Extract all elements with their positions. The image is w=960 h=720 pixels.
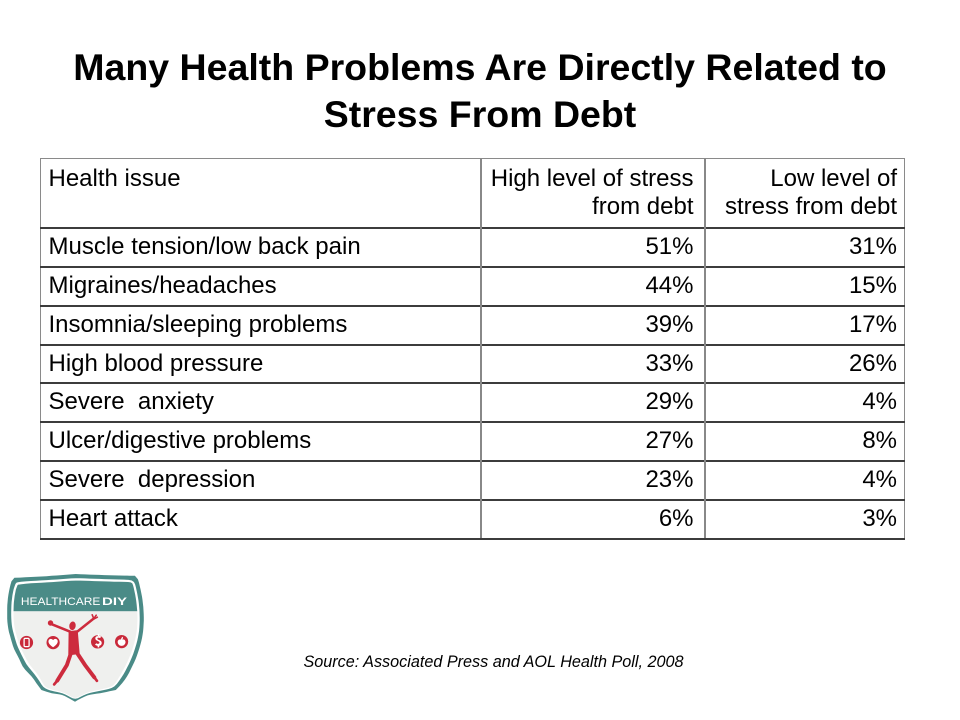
svg-text:HEALTHCARE: HEALTHCARE: [21, 596, 101, 608]
svg-text:DIY: DIY: [102, 596, 128, 608]
